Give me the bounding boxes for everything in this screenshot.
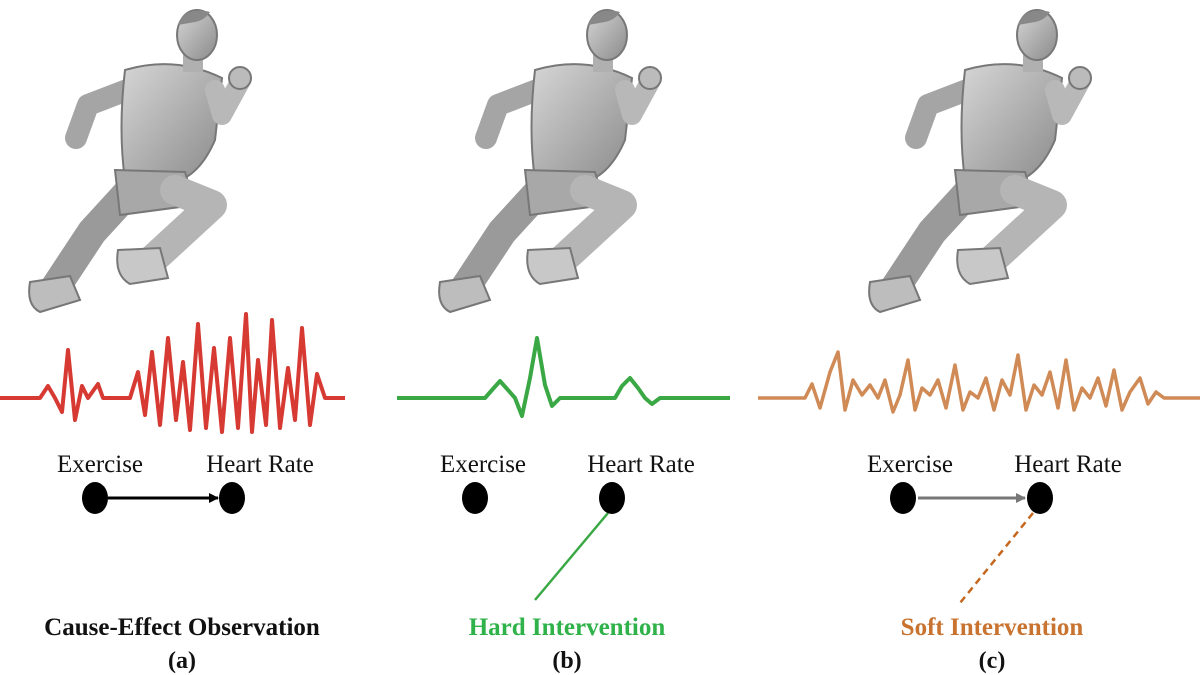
node xyxy=(82,482,108,514)
panel-label: (b) xyxy=(552,648,581,674)
node-label: Exercise xyxy=(57,451,143,478)
runner xyxy=(29,10,251,312)
node-label: Exercise xyxy=(867,451,953,478)
waveform xyxy=(758,350,1200,414)
node-label: Exercise xyxy=(440,451,526,478)
waveform xyxy=(397,336,730,418)
node xyxy=(599,482,625,514)
intervention-edge xyxy=(959,512,1034,604)
waveform xyxy=(0,312,345,434)
node xyxy=(219,482,245,514)
node-label: Heart Rate xyxy=(1014,451,1122,478)
node-label: Heart Rate xyxy=(206,451,314,478)
panel-label: (a) xyxy=(168,648,196,674)
panel-label: (c) xyxy=(979,648,1006,674)
node xyxy=(890,482,916,514)
runner xyxy=(439,10,661,312)
runner xyxy=(869,10,1091,312)
caption: Soft Intervention xyxy=(901,614,1084,641)
node-label: Heart Rate xyxy=(587,451,695,478)
node xyxy=(1027,482,1053,514)
caption: Hard Intervention xyxy=(469,614,666,641)
node xyxy=(462,482,488,514)
intervention-edge xyxy=(534,512,609,601)
caption: Cause-Effect Observation xyxy=(44,614,320,641)
